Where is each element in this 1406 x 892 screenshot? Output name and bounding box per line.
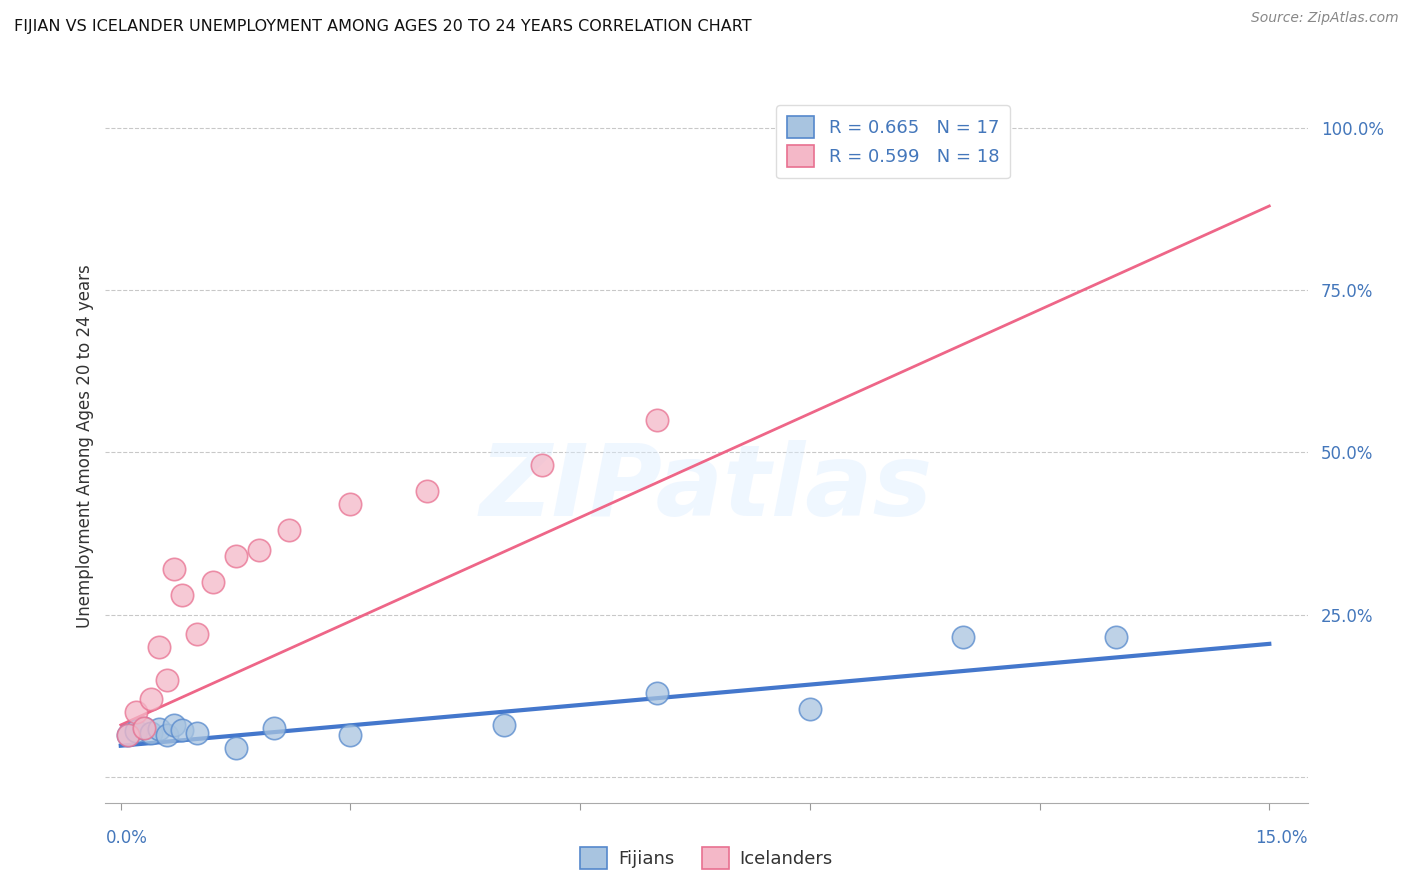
Point bbox=[416, 484, 439, 499]
Point bbox=[278, 524, 301, 538]
Point bbox=[156, 673, 179, 687]
Point bbox=[163, 718, 186, 732]
Point bbox=[132, 721, 155, 735]
Point bbox=[339, 728, 361, 742]
Point bbox=[117, 728, 139, 742]
Point bbox=[156, 728, 179, 742]
Point bbox=[148, 723, 170, 737]
Point bbox=[148, 640, 170, 654]
Point bbox=[141, 692, 163, 706]
Point bbox=[186, 725, 208, 739]
Point bbox=[339, 497, 361, 511]
Legend: Fijians, Icelanders: Fijians, Icelanders bbox=[574, 839, 839, 876]
Point bbox=[170, 588, 193, 602]
Point bbox=[201, 575, 224, 590]
Point bbox=[952, 631, 974, 645]
Point bbox=[1105, 631, 1128, 645]
Text: 0.0%: 0.0% bbox=[105, 829, 148, 847]
Point bbox=[225, 549, 247, 564]
Point bbox=[125, 705, 148, 719]
Point bbox=[163, 562, 186, 576]
Text: FIJIAN VS ICELANDER UNEMPLOYMENT AMONG AGES 20 TO 24 YEARS CORRELATION CHART: FIJIAN VS ICELANDER UNEMPLOYMENT AMONG A… bbox=[14, 20, 752, 34]
Point bbox=[530, 458, 553, 473]
Point bbox=[645, 413, 668, 427]
Point bbox=[141, 725, 163, 739]
Point bbox=[492, 718, 515, 732]
Point bbox=[263, 721, 285, 735]
Text: Source: ZipAtlas.com: Source: ZipAtlas.com bbox=[1251, 12, 1399, 25]
Point bbox=[170, 723, 193, 738]
Point bbox=[799, 702, 821, 716]
Point bbox=[117, 728, 139, 742]
Text: 15.0%: 15.0% bbox=[1256, 829, 1308, 847]
Point bbox=[186, 627, 208, 641]
Y-axis label: Unemployment Among Ages 20 to 24 years: Unemployment Among Ages 20 to 24 years bbox=[76, 264, 94, 628]
Point bbox=[225, 740, 247, 755]
Point bbox=[247, 542, 270, 557]
Point bbox=[132, 721, 155, 735]
Point bbox=[799, 121, 821, 136]
Point bbox=[125, 724, 148, 739]
Point bbox=[645, 685, 668, 699]
Text: ZIPatlas: ZIPatlas bbox=[479, 441, 934, 537]
